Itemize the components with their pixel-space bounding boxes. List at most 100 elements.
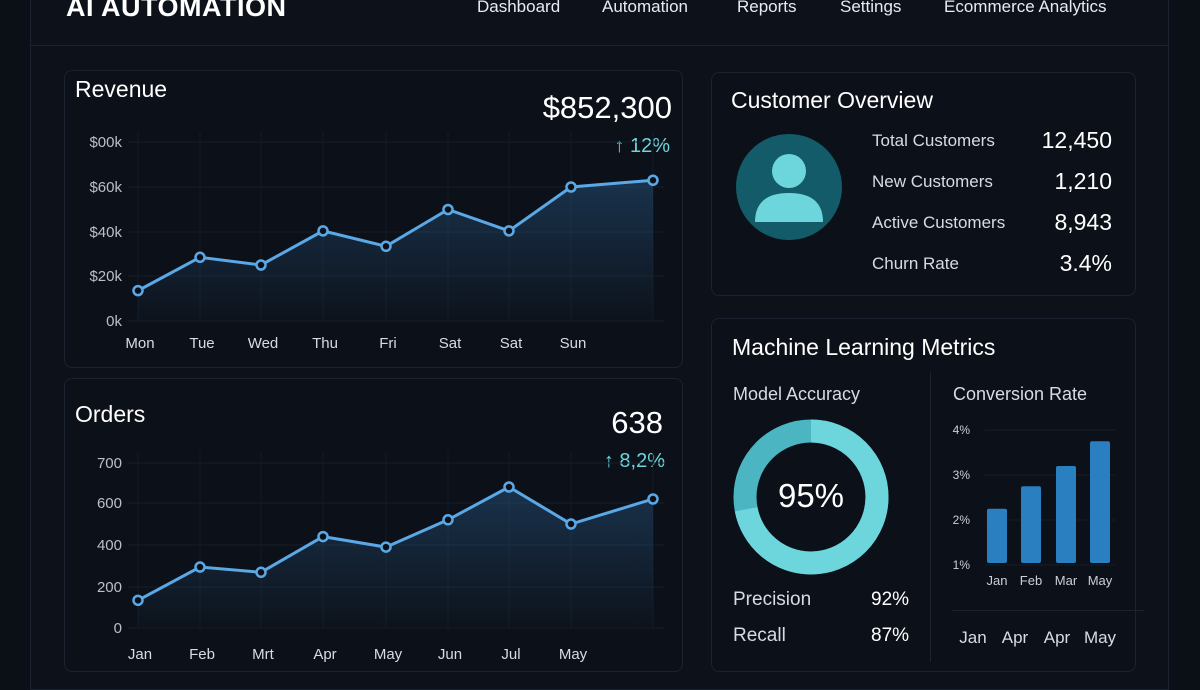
y-tick-label: 400 — [97, 537, 122, 554]
bottom-divider — [952, 610, 1144, 611]
conversion-chart: 1% 2% 3% 4% Jan Feb Mar May — [953, 423, 1115, 588]
data-point — [647, 174, 659, 186]
model-accuracy-label: Model Accuracy — [733, 384, 861, 404]
data-point — [503, 225, 515, 237]
data-point — [442, 514, 454, 526]
ml-metrics-title: Machine Learning Metrics — [732, 334, 996, 360]
data-point — [132, 284, 144, 297]
revenue-total: $852,300 — [542, 90, 672, 125]
data-point — [255, 259, 267, 271]
data-point — [132, 594, 144, 607]
nav-settings[interactable]: Settings — [840, 0, 902, 16]
orders-chart: 0 200 400 600 700 Jan Feb Mrt Apr May Jun Jul May — [97, 453, 665, 663]
month-label: Apr — [1043, 628, 1071, 647]
y-tick-label: 0 — [114, 620, 122, 637]
x-tick-label: Jan — [987, 573, 1008, 588]
accuracy-donut — [733, 419, 889, 575]
x-tick-label: Jan — [128, 646, 152, 663]
customer-stat-label: Active Customers — [872, 213, 1006, 232]
month-label: Apr — [1001, 628, 1029, 647]
bar — [987, 508, 1007, 563]
customer-stat-label: New Customers — [872, 172, 993, 191]
x-tick-label: Mon — [125, 335, 154, 352]
y-tick-label: 200 — [97, 579, 122, 596]
ml-divider — [930, 372, 931, 662]
x-tick-label: Wed — [248, 335, 279, 352]
revenue-chart: 0k $20k $40k $60k $00k Mon Tue Wed Thu Fri Sat Sat S… — [89, 132, 665, 352]
precision-value: 92% — [871, 589, 910, 610]
brand-logo: AI AUTOMATION — [66, 0, 287, 22]
x-tick-label: Feb — [189, 646, 215, 663]
x-tick-label: Apr — [313, 646, 336, 663]
data-point — [194, 251, 206, 264]
revenue-title: Revenue — [75, 76, 168, 102]
orders-title: Orders — [75, 401, 146, 427]
precision-label: Precision — [733, 589, 812, 610]
y-tick-label: $00k — [89, 134, 122, 151]
data-point — [647, 493, 659, 505]
data-point — [255, 566, 267, 579]
y-tick-label: 1% — [953, 558, 971, 572]
recall-label: Recall — [733, 625, 786, 646]
customer-stat-value: 8,943 — [1054, 209, 1112, 235]
orders-total: 638 — [611, 405, 663, 440]
nav-dashboard[interactable]: Dashboard — [477, 0, 561, 16]
y-tick-label: $60k — [89, 179, 122, 196]
month-label: May — [1083, 628, 1117, 647]
data-point — [317, 225, 329, 237]
data-point — [380, 240, 392, 253]
data-point — [442, 203, 454, 216]
y-tick-label: 3% — [953, 468, 971, 482]
data-point — [503, 481, 515, 493]
accuracy-value: 95% — [777, 477, 845, 514]
bar — [1021, 486, 1041, 563]
bar — [1090, 441, 1110, 563]
conversion-rate-label: Conversion Rate — [953, 384, 1088, 404]
customer-stat-label: Total Customers — [872, 131, 995, 150]
user-avatar-icon — [736, 134, 842, 240]
x-tick-label: Sat — [500, 335, 523, 352]
x-tick-label: Sat — [439, 335, 462, 352]
x-tick-label: Tue — [189, 335, 214, 352]
data-point — [565, 518, 577, 530]
data-point — [317, 530, 329, 543]
recall-value: 87% — [871, 625, 910, 646]
area-fill — [138, 180, 653, 321]
x-tick-label: Feb — [1020, 573, 1042, 588]
x-tick-label: Fri — [379, 335, 397, 352]
customer-stat-value: 12,450 — [1041, 127, 1112, 153]
y-tick-label: 0k — [106, 313, 122, 330]
y-tick-label: 700 — [97, 455, 122, 472]
data-point — [565, 181, 577, 193]
customer-stat-value: 3.4% — [1059, 250, 1112, 276]
donut-value-arc — [733, 419, 889, 575]
month-label: Jan — [959, 628, 987, 647]
y-tick-label: 2% — [953, 513, 971, 527]
orders-delta: ↑ 8,2% — [603, 450, 665, 472]
header-divider — [30, 45, 1169, 46]
data-point — [380, 541, 392, 553]
y-tick-label: 4% — [953, 423, 971, 437]
x-tick-label: May — [374, 646, 403, 663]
x-tick-label: Mrt — [252, 646, 274, 663]
customer-stat-label: Churn Rate — [872, 254, 959, 273]
nav-reports[interactable]: Reports — [737, 0, 797, 16]
data-point — [194, 561, 206, 573]
x-tick-label: Mar — [1055, 573, 1078, 588]
y-tick-label: 600 — [97, 495, 122, 512]
revenue-delta: ↑ 12% — [614, 135, 670, 157]
customer-stat-value: 1,210 — [1054, 168, 1112, 194]
x-tick-label: Sun — [560, 335, 587, 352]
x-tick-label: Jul — [501, 646, 520, 663]
x-tick-label: May — [1088, 573, 1113, 588]
customer-overview-title: Customer Overview — [731, 87, 933, 113]
y-tick-label: $40k — [89, 224, 122, 241]
x-tick-label: Jun — [438, 646, 462, 663]
area-fill — [138, 487, 653, 628]
nav-ecommerce-analytics[interactable]: Ecommerce Analytics — [944, 0, 1107, 16]
nav-automation[interactable]: Automation — [602, 0, 688, 16]
bar — [1056, 466, 1076, 563]
y-tick-label: $20k — [89, 268, 122, 285]
x-tick-label: May — [559, 646, 588, 663]
x-tick-label: Thu — [312, 335, 338, 352]
